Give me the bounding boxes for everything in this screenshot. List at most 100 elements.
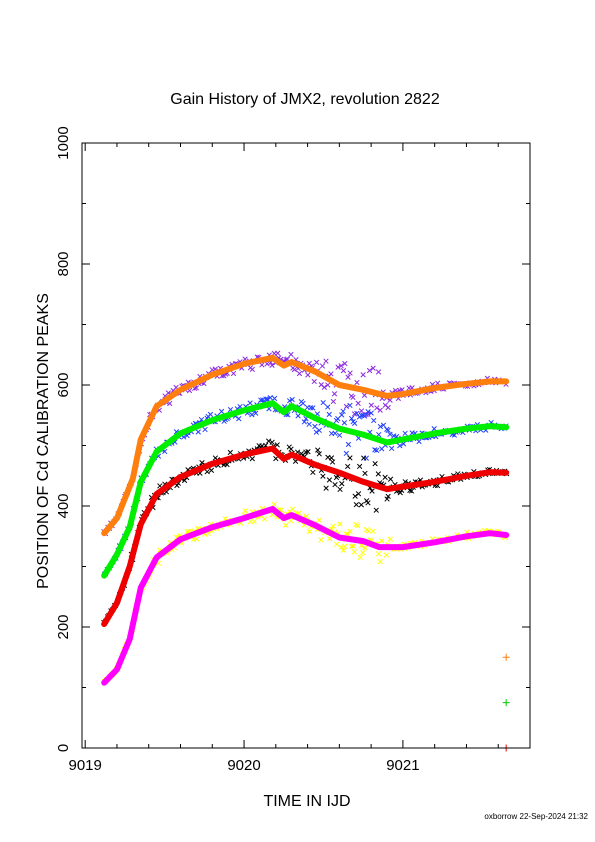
data-point: [325, 404, 331, 410]
data-point: [323, 358, 329, 364]
data-point: [369, 488, 375, 494]
data-point: [341, 420, 348, 426]
chart-title: Gain History of JMX2, revolution 2822: [170, 91, 440, 108]
data-point: [288, 446, 294, 452]
data-point: [332, 430, 338, 436]
data-point: [330, 398, 337, 405]
data-point: [316, 451, 322, 457]
data-point: [316, 427, 322, 434]
data-point: [323, 485, 329, 491]
data-point: [374, 405, 380, 411]
data-point: [336, 432, 343, 438]
data-point: [204, 469, 210, 475]
data-point: [249, 366, 256, 373]
data-point: [273, 455, 279, 462]
data-point: [283, 522, 289, 529]
data-point: [195, 429, 201, 435]
data-point: [377, 559, 383, 565]
data-point: [208, 467, 215, 473]
data-point: [194, 536, 200, 542]
data-point: [247, 400, 253, 406]
data-point: [288, 351, 294, 358]
data-point: [332, 481, 338, 488]
data-point: [286, 398, 293, 404]
data-point: [308, 405, 314, 411]
data-point: [366, 367, 373, 374]
data-point: [383, 552, 390, 558]
data-point: [310, 405, 316, 411]
y-axis-label: POSITION OF Cd CALIBRATION PEAKS: [35, 293, 52, 589]
data-point: [370, 365, 376, 371]
data-point: [350, 394, 356, 401]
data-point: [340, 368, 347, 374]
data-point: [377, 407, 383, 413]
data-point: [224, 461, 230, 468]
data-point: [358, 408, 365, 414]
data-point: [365, 409, 371, 415]
data-point: [408, 488, 415, 494]
data-point: [351, 549, 358, 555]
data-point: [347, 455, 353, 461]
data-point: [330, 523, 336, 529]
data-point: [337, 521, 343, 527]
data-point: [296, 370, 303, 377]
data-point: [380, 422, 387, 428]
data-point: [218, 408, 225, 415]
data-point: [326, 477, 333, 483]
x-axis-label: TIME IN IJD: [263, 793, 350, 810]
data-point: [291, 366, 298, 373]
data-point: [361, 413, 368, 419]
data-point: [361, 455, 367, 461]
data-point: [337, 486, 343, 493]
data-point: [375, 471, 381, 477]
data-point: [193, 385, 200, 391]
data-point: [387, 431, 393, 437]
footer-timestamp: oxborrow 22-Sep-2024 21:32: [484, 812, 588, 821]
fit-curve-line: [101, 354, 510, 537]
data-point: [371, 417, 377, 424]
y-tick-label: 0: [55, 744, 72, 752]
data-point: [339, 481, 345, 487]
y-tick-label: 1000: [55, 126, 72, 159]
data-point: [347, 370, 353, 376]
data-point: [328, 371, 334, 377]
data-point: [275, 350, 281, 356]
data-point: [402, 430, 408, 437]
plot-layer: [101, 350, 510, 752]
data-point: [301, 419, 308, 425]
data-point: [335, 416, 341, 422]
data-point: [328, 455, 335, 461]
data-point: [387, 476, 394, 482]
data-point: [397, 443, 403, 449]
data-point: [306, 421, 312, 427]
data-point: [368, 410, 374, 416]
data-point: [269, 362, 275, 368]
data-point: [311, 378, 317, 385]
data-point: [356, 463, 363, 470]
y-tick-label: 400: [55, 493, 72, 518]
data-point: [261, 516, 268, 522]
data-point: [362, 470, 368, 477]
data-point: [274, 442, 280, 448]
data-point: [267, 395, 273, 401]
data-point: [316, 517, 322, 523]
data-point: [382, 474, 388, 480]
data-point: [349, 543, 355, 549]
data-point: [339, 412, 345, 418]
data-point: [271, 501, 277, 507]
y-tick-label: 800: [55, 251, 72, 276]
data-point: [385, 493, 391, 500]
data-point: [345, 374, 351, 380]
x-tick-label: 9021: [386, 757, 419, 774]
data-point: [305, 449, 311, 455]
data-point: [295, 413, 301, 419]
data-point: [352, 420, 358, 426]
data-point: [167, 400, 173, 407]
data-point: [350, 543, 356, 549]
data-point: [227, 449, 233, 456]
data-point: [361, 392, 368, 398]
data-point: [374, 447, 380, 454]
data-point: [347, 528, 353, 534]
data-point: [264, 396, 271, 402]
